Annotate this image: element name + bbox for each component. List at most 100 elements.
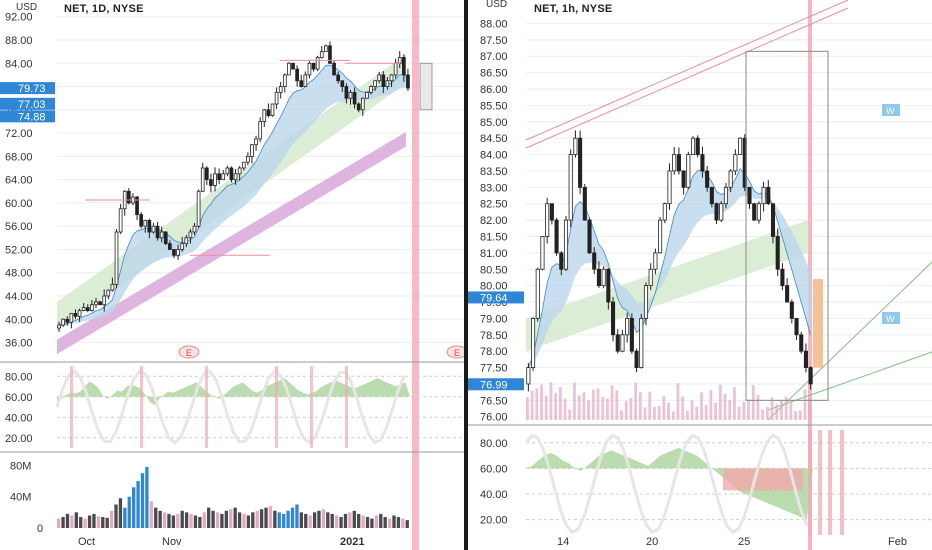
- left-candle: [278, 86, 283, 93]
- left-volume-bar: [83, 518, 87, 528]
- left-candle: [114, 231, 119, 285]
- left-volume-bar: [207, 507, 211, 528]
- left-candle: [73, 313, 78, 317]
- left-candle: [159, 231, 164, 239]
- left-volume-bar: [123, 507, 127, 528]
- right-candle: [738, 137, 743, 155]
- right-osc-signal-bar: [840, 430, 844, 535]
- right-price-tick: 76.00: [480, 412, 508, 424]
- right-x-tick: 20: [646, 536, 658, 548]
- left-volume-bar: [374, 515, 379, 528]
- right-osc-tick: 20.00: [480, 515, 508, 527]
- left-candle: [360, 97, 365, 111]
- left-volume-bar: [229, 509, 233, 528]
- left-candle: [262, 109, 267, 122]
- left-candle: [143, 219, 148, 227]
- left-volume-bar: [339, 517, 343, 528]
- right-osc-tick: 80.00: [480, 438, 508, 450]
- right-volume-bar: [714, 402, 718, 420]
- right-candle: [526, 367, 531, 385]
- left-price-tag-text: 74.88: [18, 111, 46, 123]
- right-candle: [540, 236, 545, 270]
- left-candle: [57, 324, 61, 329]
- left-volume-bar: [215, 512, 220, 528]
- right-volume-bar: [648, 391, 652, 420]
- left-volume-bar: [343, 513, 348, 528]
- left-volume-bar: [255, 510, 259, 528]
- right-volume-bar: [610, 385, 614, 420]
- right-volume-bar: [756, 394, 760, 420]
- left-candle: [139, 214, 143, 227]
- left-volume-bar: [176, 513, 180, 528]
- right-price-tick: 87.00: [480, 51, 508, 63]
- left-candle: [81, 307, 86, 311]
- left-candle: [303, 74, 308, 87]
- left-candle: [172, 249, 176, 256]
- right-chart-pane[interactable]: 88.00 87.50 87.00 86.50 86.00 85.50 85.00 84.50…: [468, 0, 932, 550]
- left-candle: [147, 219, 152, 233]
- left-candle: [348, 91, 353, 99]
- left-volume-bar: [211, 510, 215, 528]
- left-volume-bar: [361, 515, 365, 528]
- left-candle: [258, 121, 263, 140]
- left-candle: [356, 103, 361, 111]
- right-candle: [775, 236, 780, 270]
- right-x-tick: 14: [557, 536, 569, 548]
- left-volume-bar: [379, 513, 383, 528]
- right-candle: [672, 154, 677, 172]
- left-candle: [246, 155, 250, 163]
- right-price-tick: 86.00: [480, 84, 508, 96]
- left-candle: [94, 301, 98, 306]
- left-volume-bar: [295, 504, 299, 528]
- left-candle: [102, 295, 107, 306]
- left-chart-svg[interactable]: 92.0088.0084.0080.0076.0072.0068.0064.00…: [0, 0, 464, 550]
- right-volume-bar: [549, 382, 553, 420]
- right-price-tick: 82.00: [480, 215, 508, 227]
- right-price-tick: 80.50: [480, 264, 508, 276]
- left-volume-bar: [101, 517, 105, 528]
- right-osc-tick: 40.00: [480, 489, 508, 501]
- right-volume-bar: [761, 409, 765, 420]
- left-candle: [385, 80, 390, 87]
- right-candle: [643, 285, 649, 319]
- pane-divider[interactable]: [464, 0, 468, 550]
- right-candle: [662, 203, 667, 221]
- right-price-tick: 81.50: [480, 231, 508, 243]
- left-volume-bar: [392, 515, 396, 528]
- left-volume-tick: 0: [37, 523, 43, 535]
- left-price-tick: 40.00: [5, 314, 33, 326]
- left-candle: [61, 318, 65, 326]
- right-osc-tick: 60.00: [480, 463, 508, 475]
- right-volume-bar: [667, 402, 670, 420]
- right-candle: [545, 203, 550, 237]
- right-candle: [554, 219, 559, 254]
- right-candle: [648, 268, 653, 287]
- left-volume-bar: [92, 513, 96, 528]
- left-candle: [369, 86, 373, 93]
- right-candle: [568, 154, 573, 221]
- left-x-tick: Oct: [78, 536, 95, 548]
- left-volume-bar: [304, 513, 308, 528]
- left-candle: [377, 74, 382, 82]
- right-price-tick: 81.00: [480, 248, 508, 260]
- right-volume-bar: [596, 388, 600, 420]
- left-candle: [328, 45, 332, 64]
- right-candle: [658, 219, 663, 254]
- left-candle: [352, 91, 357, 105]
- right-candle: [634, 350, 639, 368]
- left-chart-pane[interactable]: 92.0088.0084.0080.0076.0072.0068.0064.00…: [0, 0, 464, 550]
- right-volume-bar: [747, 399, 750, 420]
- right-chart-svg[interactable]: 88.00 87.50 87.00 86.50 86.00 85.50 85.00 84.50…: [468, 0, 932, 550]
- right-candle: [785, 285, 790, 303]
- right-candle: [794, 318, 799, 336]
- left-volume-bar: [286, 510, 290, 528]
- right-volume-bar: [780, 399, 783, 420]
- left-volume-bar: [220, 513, 224, 528]
- right-volume-bar: [573, 382, 576, 420]
- right-candle: [700, 154, 705, 172]
- right-volume-bar: [770, 397, 774, 420]
- left-volume-bar: [317, 510, 321, 528]
- wave-badge-label: W: [886, 314, 895, 324]
- left-x-tick: 2021: [340, 536, 364, 548]
- right-candle: [761, 186, 766, 205]
